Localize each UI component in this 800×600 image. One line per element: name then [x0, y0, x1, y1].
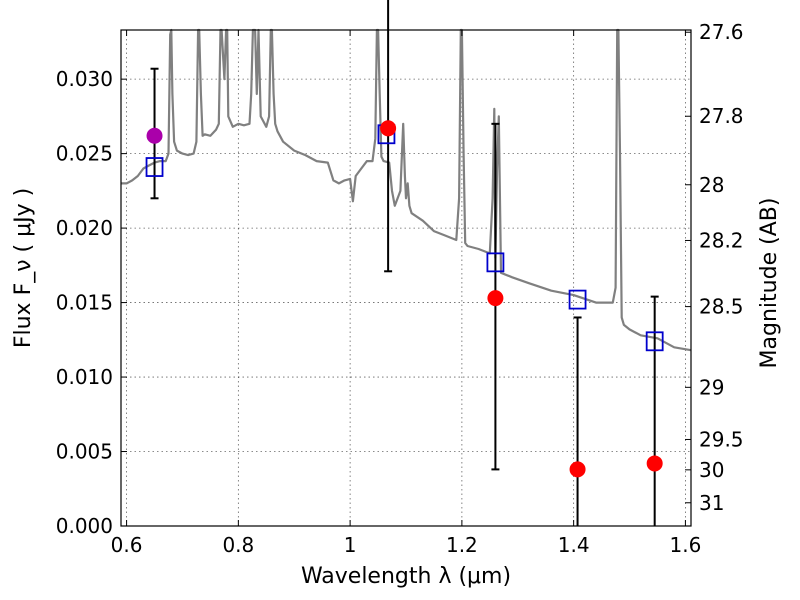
model-point: [145, 157, 164, 177]
observed-point: [146, 127, 163, 144]
y2-tick-label: 29.5: [699, 427, 744, 451]
observed-point: [487, 290, 504, 307]
y-tick-label: 0.025: [56, 142, 113, 166]
y-tick-label: 0.030: [56, 67, 113, 91]
observed-point: [646, 455, 663, 472]
model-point: [645, 331, 664, 352]
model-point: [568, 289, 587, 310]
y-tick-label: 0.020: [56, 216, 113, 240]
x-tick-label: 1: [344, 533, 357, 557]
x-tick-label: 1.6: [670, 533, 702, 557]
x-tick-label: 0.6: [111, 533, 143, 557]
observed-point: [380, 120, 397, 137]
y-axis-title: Flux F_ν ( μJy ): [11, 188, 36, 348]
observed-photometry-series: [146, 120, 663, 478]
y2-tick-label: 29: [699, 375, 724, 399]
y-tick-label: 0.015: [56, 291, 113, 315]
y2-tick-label: 31: [699, 491, 724, 515]
y-tick-label: 0.010: [56, 365, 113, 389]
y-tick-label: 0.000: [56, 514, 113, 538]
y2-tick-label: 28: [699, 173, 724, 197]
x-tick-label: 0.8: [222, 533, 254, 557]
y2-tick-label: 30: [699, 458, 724, 482]
axis-ticks: 0.6 0.8 1 1.2 1.4 1.6 0.000 0.005 0.010 0.015 0.02…: [56, 20, 744, 557]
y2-tick-label: 27.8: [699, 104, 744, 128]
model-point: [486, 252, 505, 273]
plot-frame: [120, 29, 692, 527]
y2-axis-title: Magnitude (AB): [757, 198, 782, 369]
y2-tick-label: 28.5: [699, 295, 744, 319]
grid: [121, 30, 691, 526]
y2-tick-label: 28.2: [699, 228, 744, 252]
observed-point: [569, 461, 586, 478]
y-tick-label: 0.005: [56, 440, 113, 464]
spectrum-line: [121, 28, 692, 352]
error-bar: [573, 316, 582, 526]
error-bar: [650, 295, 659, 526]
spectrum-series: [121, 28, 692, 352]
y2-tick-label: 27.6: [699, 20, 744, 44]
x-tick-label: 1.2: [446, 533, 478, 557]
x-tick-label: 1.4: [558, 533, 590, 557]
x-axis-title: Wavelength λ (μm): [301, 564, 511, 589]
